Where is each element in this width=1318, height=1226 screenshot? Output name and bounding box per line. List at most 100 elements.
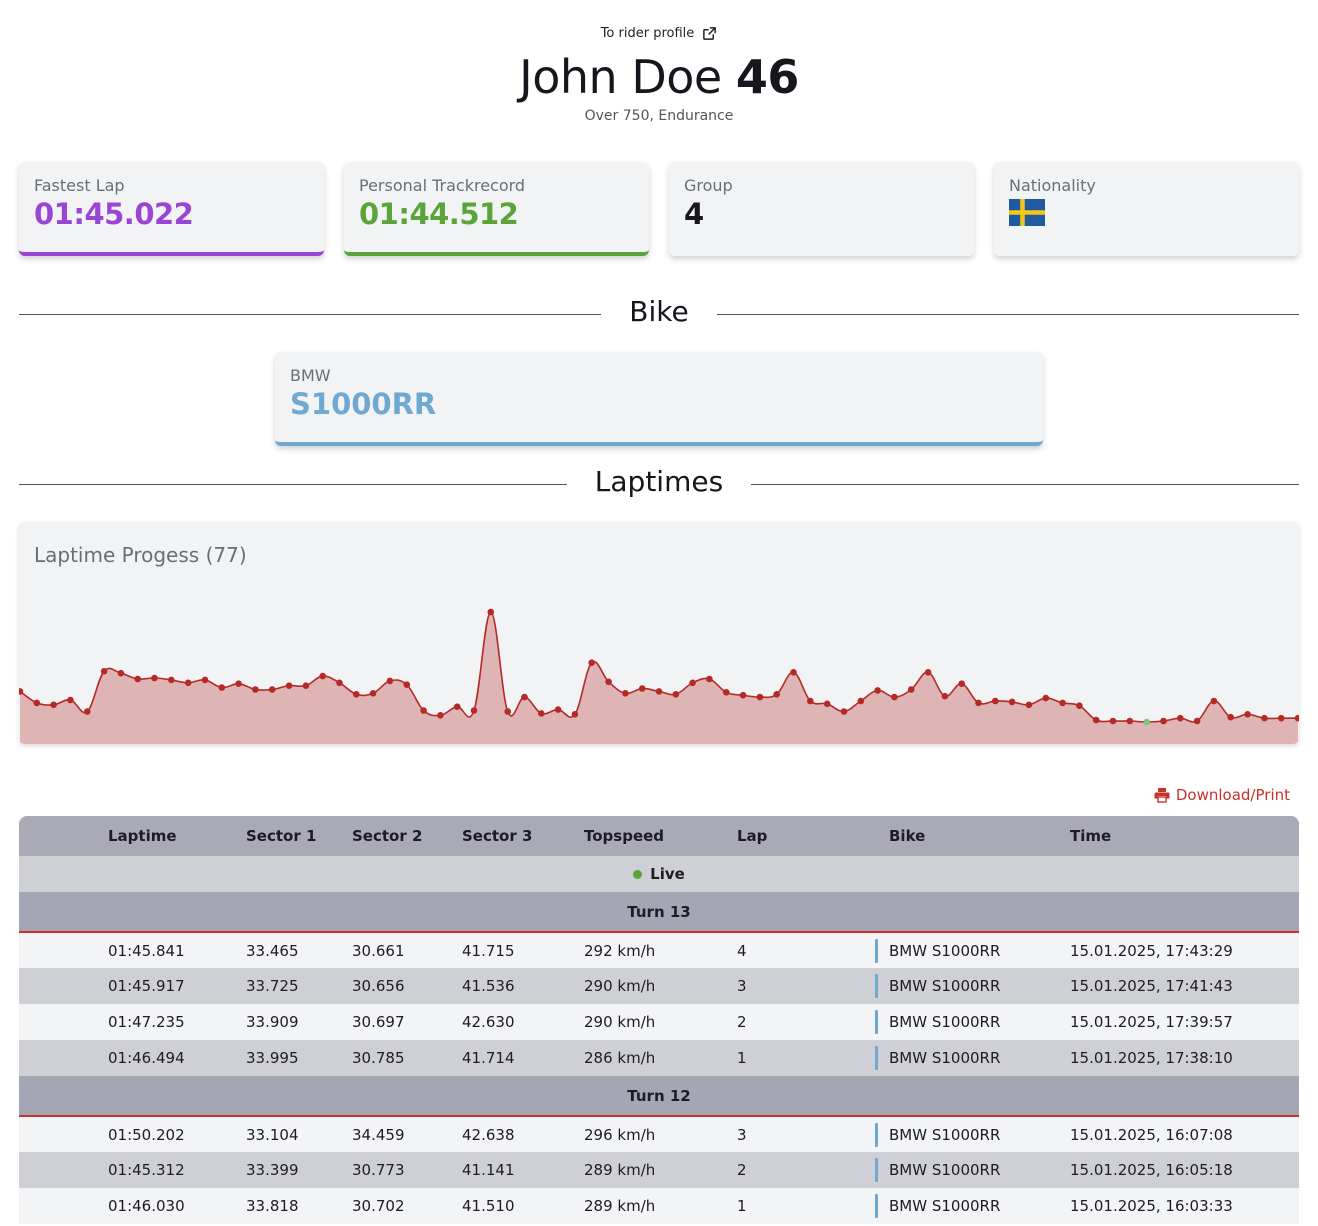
table-row[interactable]: 01:45.917 33.725 30.656 41.536 290 km/h … bbox=[19, 968, 1299, 1004]
chart-point[interactable] bbox=[218, 684, 226, 691]
table-row[interactable]: 01:45.312 33.399 30.773 41.141 289 km/h … bbox=[19, 1152, 1299, 1188]
chart-point[interactable] bbox=[723, 689, 730, 696]
chart-point[interactable] bbox=[268, 686, 276, 693]
cell-topspeed: 289 km/h bbox=[584, 1188, 737, 1224]
chart-point[interactable] bbox=[1177, 714, 1184, 722]
cell-sector-3: 41.536 bbox=[462, 968, 584, 1004]
chart-point[interactable] bbox=[319, 672, 327, 680]
table-row[interactable]: 01:47.235 33.909 30.697 42.630 290 km/h … bbox=[19, 1004, 1299, 1040]
chart-point[interactable] bbox=[403, 681, 411, 688]
column-header-topspeed[interactable]: Topspeed bbox=[584, 816, 737, 856]
chart-point[interactable] bbox=[184, 679, 192, 687]
chart-point[interactable] bbox=[571, 711, 579, 718]
chart-point[interactable] bbox=[117, 669, 125, 677]
chart-point[interactable] bbox=[1261, 714, 1268, 722]
chart-point[interactable] bbox=[756, 693, 764, 701]
rider-profile-link[interactable]: To rider profile bbox=[601, 26, 718, 41]
chart-point[interactable] bbox=[302, 682, 310, 689]
column-header-sector-2[interactable]: Sector 2 bbox=[352, 816, 462, 856]
chart-point[interactable] bbox=[353, 691, 360, 698]
chart-point[interactable] bbox=[285, 682, 293, 689]
chart-point[interactable] bbox=[1160, 717, 1167, 725]
download-print-button[interactable]: Download/Print bbox=[1154, 786, 1290, 804]
bike-card: BMW S1000RR bbox=[275, 352, 1043, 446]
chart-point[interactable] bbox=[1059, 699, 1066, 707]
chart-point[interactable] bbox=[201, 676, 209, 684]
column-header-time[interactable]: Time bbox=[1070, 816, 1299, 856]
chart-point[interactable] bbox=[168, 676, 175, 684]
chart-point[interactable] bbox=[1244, 711, 1251, 718]
chart-point[interactable] bbox=[1126, 717, 1134, 725]
chart-point[interactable] bbox=[924, 669, 932, 676]
chart-point[interactable] bbox=[773, 691, 780, 698]
chart-point[interactable] bbox=[622, 690, 629, 697]
chart-point[interactable] bbox=[605, 678, 612, 686]
chart-point[interactable] bbox=[1109, 717, 1117, 725]
cell-sector-1: 33.399 bbox=[246, 1152, 352, 1188]
chart-point[interactable] bbox=[67, 696, 74, 704]
chart-point[interactable] bbox=[504, 708, 512, 715]
chart-point[interactable] bbox=[453, 703, 461, 710]
chart-point[interactable] bbox=[100, 668, 108, 675]
chart-point[interactable] bbox=[521, 693, 528, 701]
chart-point[interactable] bbox=[672, 691, 680, 698]
chart-point[interactable] bbox=[857, 697, 865, 705]
chart-point[interactable] bbox=[588, 659, 595, 666]
chart-point[interactable] bbox=[487, 608, 495, 616]
chart-point[interactable] bbox=[1210, 697, 1218, 705]
chart-point[interactable] bbox=[907, 686, 915, 693]
chart-point[interactable] bbox=[706, 675, 713, 683]
chart-point[interactable] bbox=[891, 693, 898, 701]
chart-point[interactable] bbox=[554, 706, 562, 713]
chart-point[interactable] bbox=[369, 690, 377, 697]
chart-point[interactable] bbox=[19, 688, 24, 695]
column-header-sector-1[interactable]: Sector 1 bbox=[246, 816, 352, 856]
chart-point[interactable] bbox=[1193, 717, 1201, 725]
chart-point[interactable] bbox=[1227, 713, 1234, 721]
chart-point[interactable] bbox=[992, 697, 999, 705]
chart-point[interactable] bbox=[437, 712, 444, 719]
chart-point[interactable] bbox=[33, 699, 41, 707]
table-row[interactable]: 01:50.202 33.104 34.459 42.638 296 km/h … bbox=[19, 1116, 1299, 1152]
chart-point[interactable] bbox=[336, 679, 343, 687]
chart-point[interactable] bbox=[1143, 718, 1150, 726]
column-header-bike[interactable]: Bike bbox=[875, 816, 1070, 856]
chart-point[interactable] bbox=[538, 710, 545, 717]
chart-point[interactable] bbox=[807, 697, 814, 705]
chart-point[interactable] bbox=[235, 680, 242, 687]
chart-point[interactable] bbox=[84, 708, 91, 715]
chart-point[interactable] bbox=[689, 679, 696, 687]
chart-point[interactable] bbox=[1025, 701, 1033, 709]
chart-point[interactable] bbox=[386, 677, 394, 685]
chart-point[interactable] bbox=[1076, 702, 1083, 709]
chart-point[interactable] bbox=[941, 692, 949, 700]
chart-point[interactable] bbox=[958, 680, 965, 687]
external-link-icon bbox=[703, 27, 717, 40]
chart-point[interactable] bbox=[420, 707, 427, 714]
table-row[interactable]: 01:46.494 33.995 30.785 41.714 286 km/h … bbox=[19, 1040, 1299, 1076]
chart-point[interactable] bbox=[790, 669, 797, 676]
chart-point[interactable] bbox=[874, 687, 881, 694]
chart-point[interactable] bbox=[134, 675, 141, 683]
cell-sector-2: 30.697 bbox=[352, 1004, 462, 1040]
chart-point[interactable] bbox=[1042, 694, 1050, 702]
chart-point[interactable] bbox=[1277, 714, 1285, 722]
chart-point[interactable] bbox=[739, 691, 747, 699]
chart-point[interactable] bbox=[1294, 714, 1299, 722]
chart-point[interactable] bbox=[655, 688, 663, 695]
column-header-sector-3[interactable]: Sector 3 bbox=[462, 816, 584, 856]
chart-point[interactable] bbox=[50, 701, 57, 709]
table-row[interactable]: 01:46.030 33.818 30.702 41.510 289 km/h … bbox=[19, 1188, 1299, 1224]
chart-point[interactable] bbox=[840, 708, 848, 715]
chart-point[interactable] bbox=[470, 707, 478, 714]
chart-point[interactable] bbox=[1008, 698, 1016, 706]
chart-point[interactable] bbox=[151, 674, 158, 682]
column-header-laptime[interactable]: Laptime bbox=[108, 816, 246, 856]
chart-point[interactable] bbox=[975, 699, 982, 707]
chart-point[interactable] bbox=[1092, 716, 1100, 724]
chart-point[interactable] bbox=[252, 686, 259, 693]
chart-point[interactable] bbox=[638, 685, 646, 692]
table-row[interactable]: 01:45.841 33.465 30.661 41.715 292 km/h … bbox=[19, 932, 1299, 968]
column-header-lap[interactable]: Lap bbox=[737, 816, 875, 856]
chart-point[interactable] bbox=[823, 700, 831, 708]
